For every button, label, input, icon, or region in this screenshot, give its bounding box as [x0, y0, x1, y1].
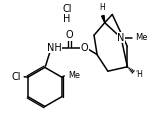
Text: Cl: Cl [62, 4, 72, 14]
Text: O: O [66, 30, 73, 40]
Text: 'H: 'H [136, 70, 144, 80]
Text: NH: NH [47, 43, 62, 53]
Text: O: O [81, 43, 88, 53]
Text: Me: Me [135, 33, 148, 42]
Polygon shape [102, 15, 105, 23]
Text: Me: Me [68, 71, 80, 80]
Text: N: N [117, 33, 125, 43]
Text: H: H [100, 3, 105, 12]
Text: H: H [63, 14, 71, 24]
Text: Cl: Cl [11, 72, 21, 82]
